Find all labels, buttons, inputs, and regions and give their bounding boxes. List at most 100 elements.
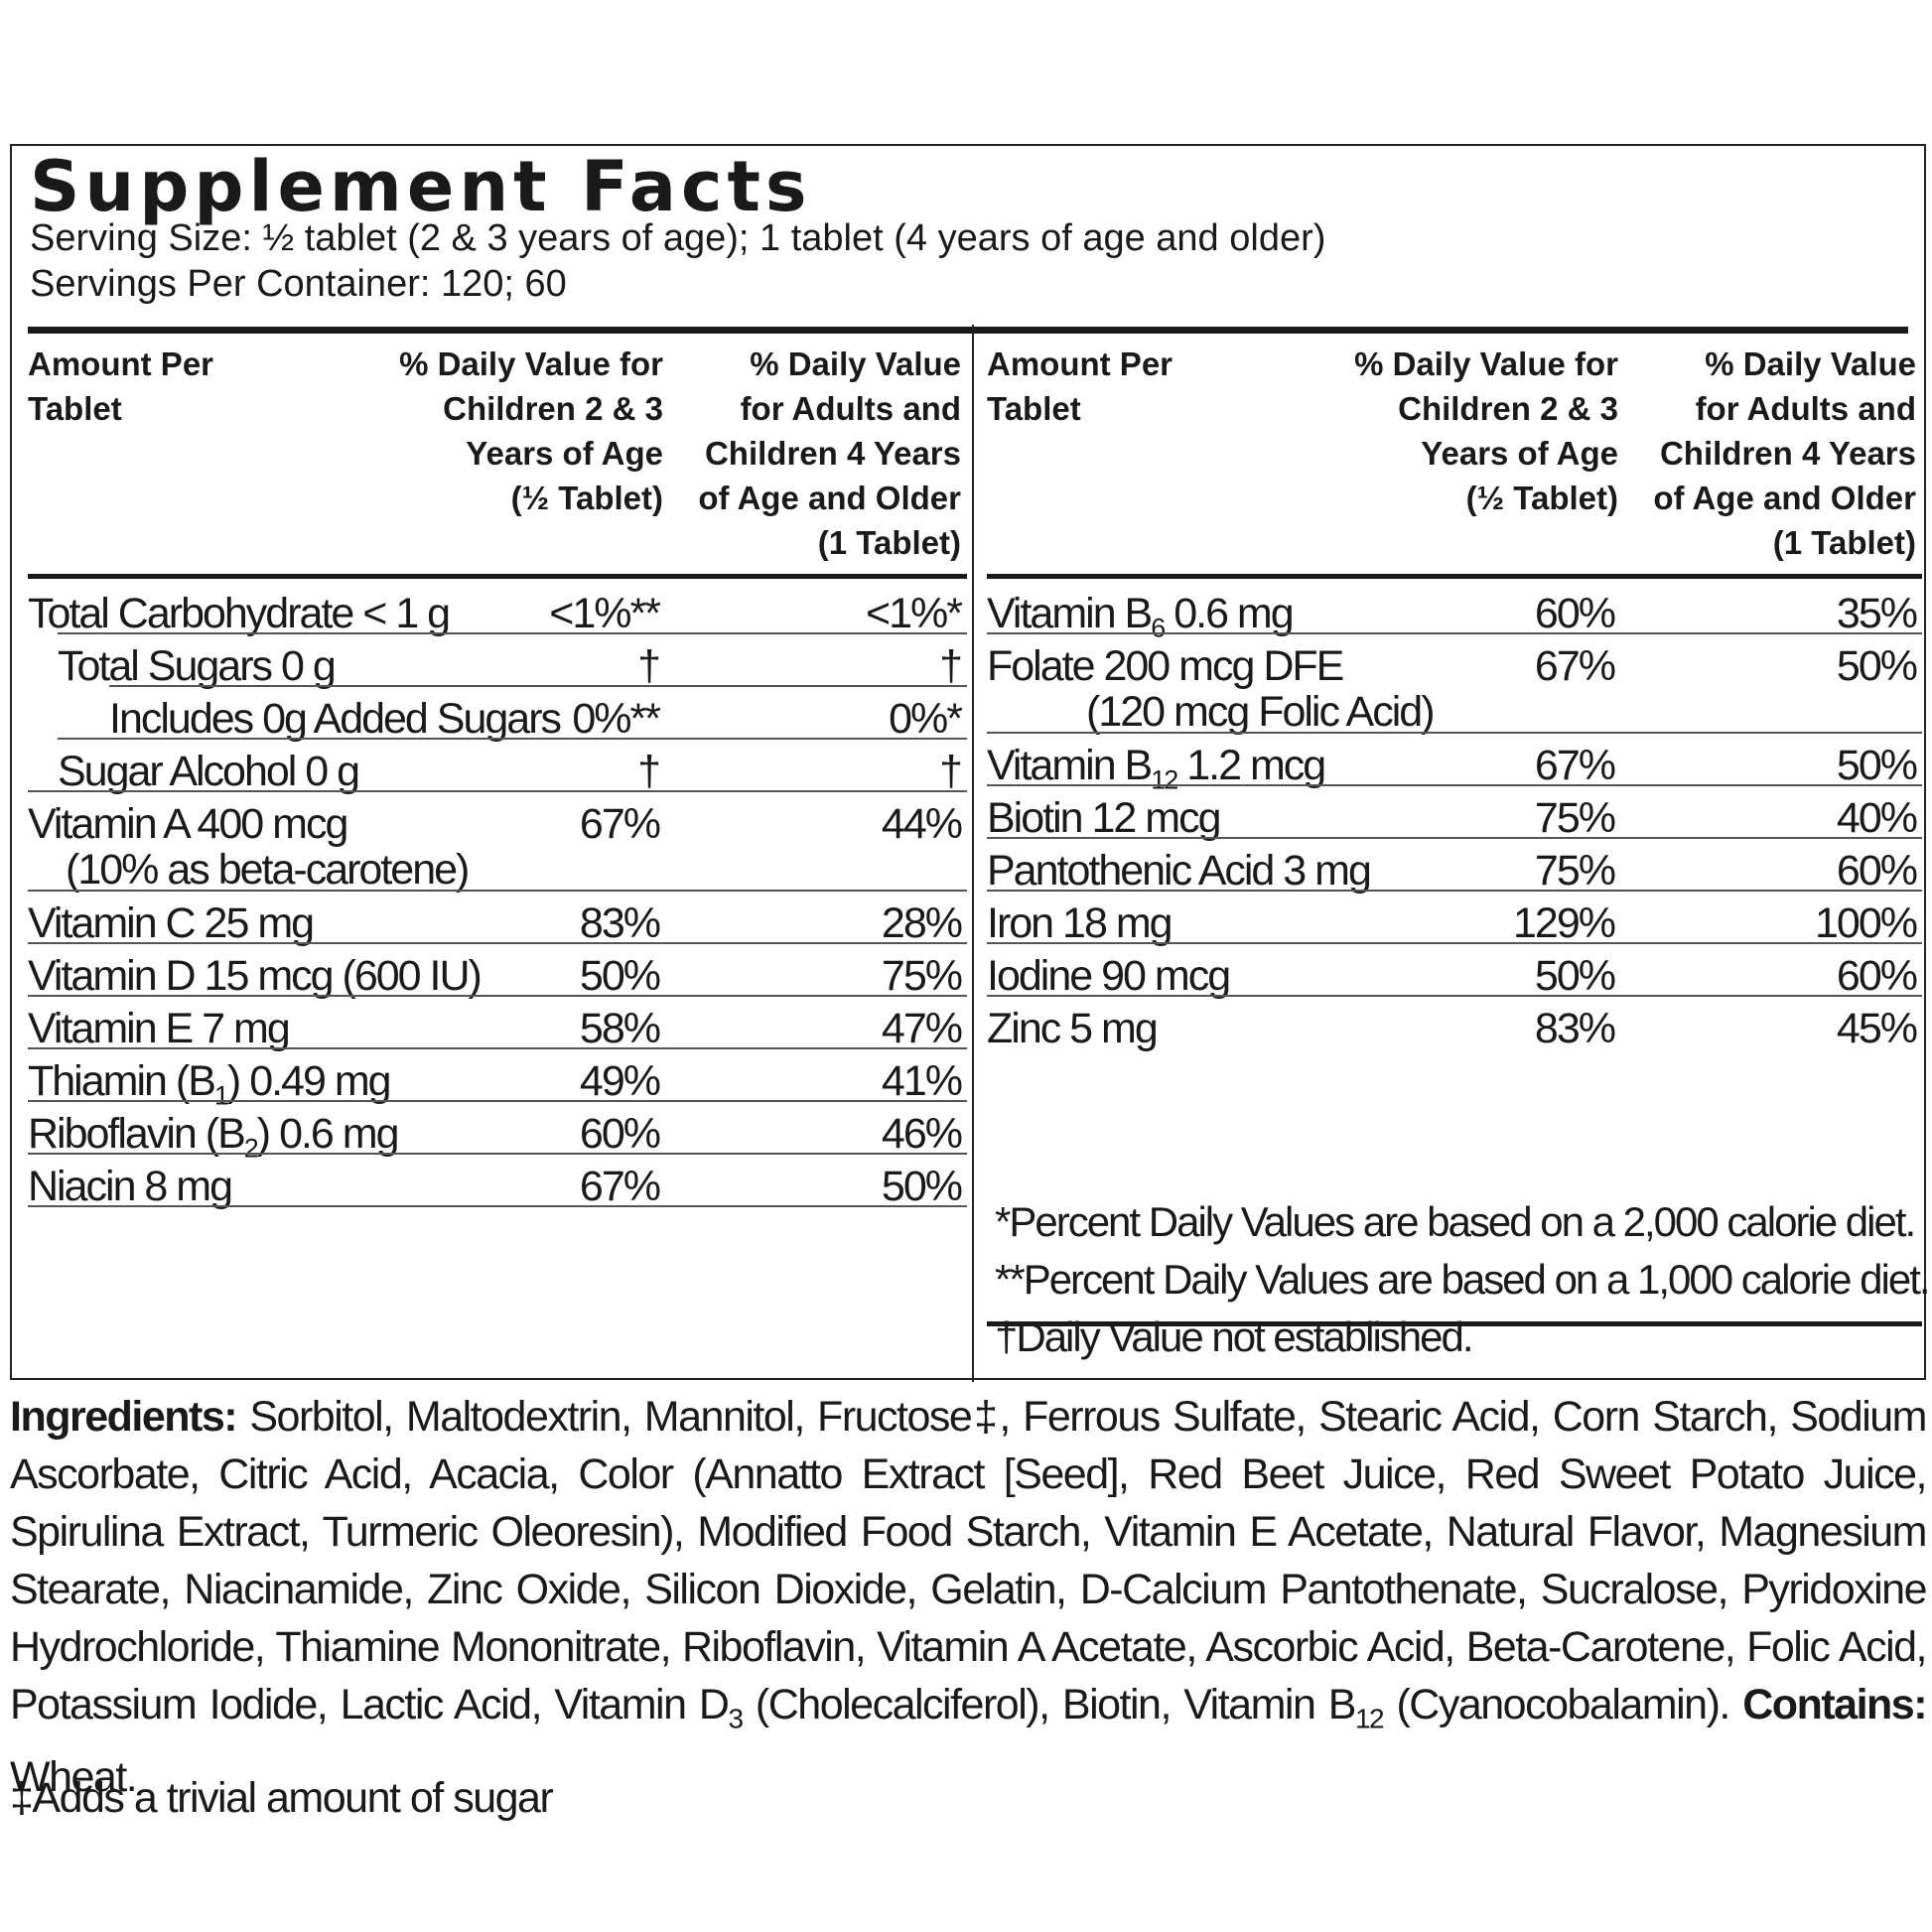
footnote-2000: *Percent Daily Values are based on a 2,0… <box>995 1198 1916 1245</box>
nutrient-row: Total Carbohydrate < 1 g <1%** <1%* <box>28 582 967 637</box>
nutrient-name: Riboflavin (B2) 0.6 mg <box>28 1110 400 1164</box>
column-divider <box>972 325 974 1382</box>
row-divider <box>987 632 1922 634</box>
nutrient-name: Sugar Alcohol 0 g <box>58 748 360 795</box>
ingredients-label: Ingredients: <box>10 1393 238 1441</box>
row-divider <box>109 685 967 687</box>
nutrient-subnote: (10% as beta-carotene) <box>66 846 470 894</box>
nutrient-row: Iodine 90 mcg 50% 60% <box>987 944 1922 1000</box>
children-dv-value: † <box>637 748 661 795</box>
adults-dv-value: 46% <box>881 1110 963 1158</box>
nutrient-row: Vitamin B6 0.6 mg 60% 35% <box>987 582 1922 643</box>
adults-dv-value: 100% <box>1815 899 1918 947</box>
nutrient-name: Total Sugars 0 g <box>58 642 337 690</box>
row-divider <box>28 890 967 892</box>
children-dv-value: 75% <box>1534 847 1616 895</box>
adults-dv-value: 45% <box>1836 1005 1918 1052</box>
nutrient-name: Vitamin E 7 mg <box>28 1005 291 1052</box>
row-divider <box>58 632 967 634</box>
header-separator-right <box>987 574 1922 579</box>
children-dv-value: 60% <box>579 1110 661 1158</box>
adults-dv-header-right: % Daily Value for Adults and Children 4 Ye… <box>1653 345 1916 561</box>
adults-dv-value: † <box>939 748 963 795</box>
row-divider <box>987 732 1922 734</box>
nutrient-name: Total Carbohydrate < 1 g <box>28 590 451 637</box>
nutrient-name: Includes 0g Added Sugars <box>109 695 562 743</box>
adults-dv-value: † <box>939 642 963 690</box>
contains-label: Contains: <box>1742 1681 1927 1728</box>
nutrient-name: Vitamin D 15 mcg (600 IU) <box>28 952 483 1000</box>
children-dv-value: 67% <box>1534 642 1616 690</box>
nutrient-name: Biotin 12 mcg <box>987 794 1222 842</box>
row-divider <box>28 995 967 997</box>
row-divider <box>987 837 1922 839</box>
children-dv-value: 50% <box>579 952 661 1000</box>
servings-per-container: Servings Per Container: 120; 60 <box>30 263 567 305</box>
nutrient-row: Vitamin D 15 mcg (600 IU) 50% 75% <box>28 944 967 1000</box>
adults-dv-value: 47% <box>881 1005 963 1052</box>
adults-dv-value: <1%* <box>866 590 963 637</box>
row-divider <box>58 738 967 740</box>
children-dv-value: <1%** <box>549 590 661 637</box>
nutrient-subnote: (120 mcg Folic Acid) <box>1086 688 1436 736</box>
row-divider <box>28 1100 967 1102</box>
footnote-dagger: †Daily Value not established. <box>995 1313 1474 1360</box>
adults-dv-value: 50% <box>1836 742 1918 789</box>
children-dv-value: 129% <box>1513 899 1616 947</box>
children-dv-value: 0%** <box>572 695 661 743</box>
supplement-facts-panel: Supplement Facts Serving Size: ½ tablet … <box>10 144 1931 1382</box>
nutrient-row: Sugar Alcohol 0 g † † <box>28 740 967 795</box>
footnote-1000: **Percent Daily Values are based on a 1,… <box>995 1256 1931 1303</box>
children-dv-value: 83% <box>579 899 661 947</box>
amount-header: Amount Per Tablet <box>28 345 214 427</box>
children-dv-value: † <box>637 642 661 690</box>
nutrient-row: Biotin 12 mcg 75% 40% <box>987 786 1922 842</box>
adults-dv-value: 40% <box>1836 794 1918 842</box>
nutrient-row: Zinc 5 mg 83% 45% <box>987 997 1922 1052</box>
nutrient-name: Iodine 90 mcg <box>987 952 1231 1000</box>
serving-size: Serving Size: ½ tablet (2 & 3 years of a… <box>30 217 1326 259</box>
row-divider <box>987 942 1922 944</box>
row-divider <box>28 1047 967 1049</box>
nutrient-row: Total Sugars 0 g † † <box>28 634 967 690</box>
children-dv-value: 49% <box>579 1057 661 1105</box>
panel-title: Supplement Facts <box>30 146 812 227</box>
children-dv-value: 83% <box>1534 1005 1616 1052</box>
nutrient-name: Thiamin (B1) 0.49 mg <box>28 1057 392 1111</box>
nutrient-row: Niacin 8 mg 67% 50% <box>28 1155 967 1210</box>
children-dv-value: 75% <box>1534 794 1616 842</box>
nutrient-row: Iron 18 mg 129% 100% <box>987 892 1922 947</box>
nutrient-row: Vitamin E 7 mg 58% 47% <box>28 997 967 1052</box>
row-divider <box>28 1153 967 1155</box>
row-divider <box>28 1205 967 1207</box>
right-nutrient-table: Amount Per Tablet % Daily Value for Childr… <box>987 342 1922 1379</box>
nutrient-name: Iron 18 mg <box>987 899 1173 947</box>
adults-dv-header: % Daily Value for Adults and Children 4 Ye… <box>698 345 961 561</box>
adults-dv-value: 60% <box>1836 847 1918 895</box>
children-dv-value: 50% <box>1534 952 1616 1000</box>
children-dv-header-right: % Daily Value for Children 2 & 3 Years of … <box>1354 345 1618 516</box>
adults-dv-value: 35% <box>1836 590 1918 637</box>
sugar-note: ‡Adds a trivial amount of sugar <box>10 1774 554 1822</box>
nutrient-name: Zinc 5 mg <box>987 1005 1159 1052</box>
row-divider <box>28 942 967 944</box>
adults-dv-value: 44% <box>881 800 963 848</box>
children-dv-value: 67% <box>579 1163 661 1210</box>
nutrient-row: Riboflavin (B2) 0.6 mg 60% 46% <box>28 1102 967 1164</box>
row-divider <box>987 890 1922 892</box>
nutrient-row: Vitamin A 400 mcg (10% as beta-carotene) 6… <box>28 792 967 894</box>
header-rule <box>28 327 1908 334</box>
nutrient-name: Folate 200 mcg DFE <box>987 642 1344 690</box>
children-dv-value: 58% <box>579 1005 661 1052</box>
nutrient-name: Vitamin A 400 mcg <box>28 800 348 848</box>
nutrient-name: Niacin 8 mg <box>28 1163 233 1210</box>
children-dv-value: 60% <box>1534 590 1616 637</box>
nutrient-row: Thiamin (B1) 0.49 mg 49% 41% <box>28 1049 967 1111</box>
nutrient-name: Pantothenic Acid 3 mg <box>987 847 1372 895</box>
left-nutrient-table: Amount Per Tablet % Daily Value for Childr… <box>28 342 967 1379</box>
nutrient-row: Vitamin B12 1.2 mcg 67% 50% <box>987 734 1922 795</box>
adults-dv-value: 50% <box>881 1163 963 1210</box>
adults-dv-value: 0%* <box>889 695 963 743</box>
adults-dv-value: 28% <box>881 899 963 947</box>
nutrient-row: Pantothenic Acid 3 mg 75% 60% <box>987 839 1922 895</box>
